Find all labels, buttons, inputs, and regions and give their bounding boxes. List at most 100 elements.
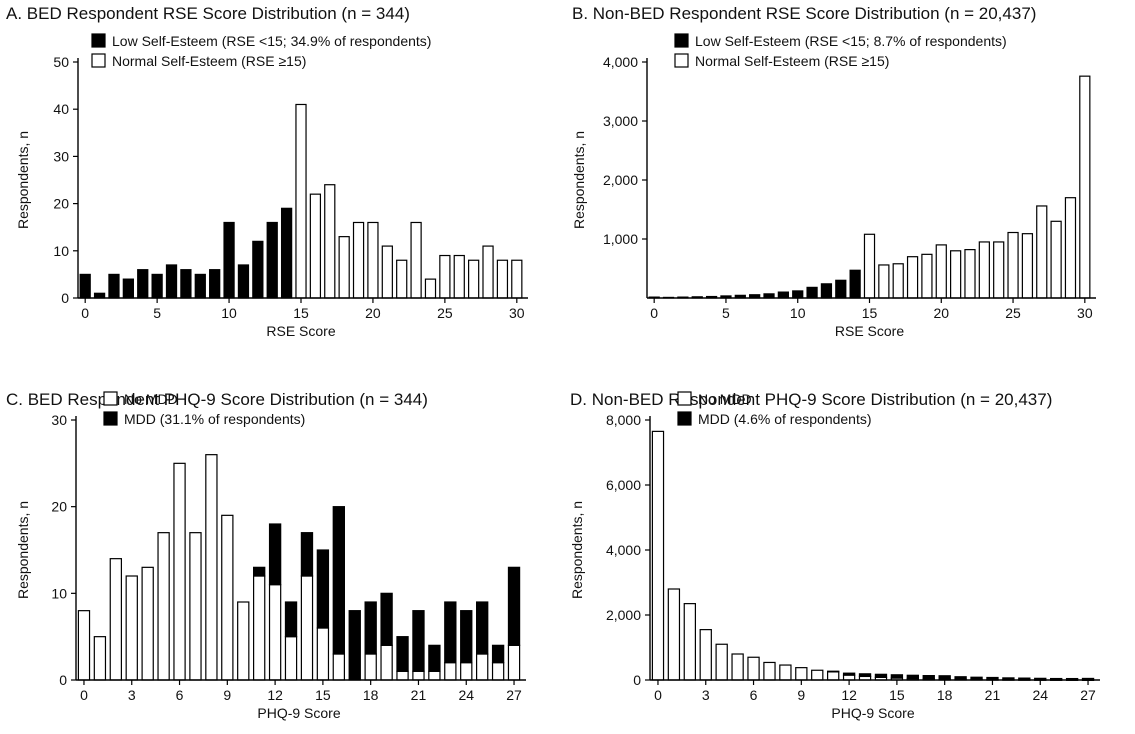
bar [424, 278, 437, 299]
y-tick-label: 30 [53, 148, 69, 164]
bar [460, 610, 473, 664]
panel-d: D. Non-BED Respondent PHQ-9 Score Distri… [569, 390, 1132, 730]
bar [237, 264, 250, 299]
y-tick-label: 0 [633, 672, 641, 688]
legend: No MDD MDD (4.6% of respondents) [677, 391, 872, 427]
bar [93, 292, 106, 299]
bar [715, 643, 728, 681]
bars [648, 75, 1091, 299]
legend-swatch [91, 53, 106, 68]
bar [906, 256, 919, 299]
y-tick-label: 2,000 [603, 172, 638, 188]
bar [922, 675, 935, 680]
bar [986, 676, 999, 681]
bar [921, 253, 933, 299]
bar [777, 291, 789, 299]
bar [874, 673, 888, 678]
legend-swatch [103, 391, 118, 406]
legend-swatch [677, 411, 692, 426]
bar [324, 184, 336, 299]
x-tick-label: 20 [933, 305, 949, 321]
legend-swatch [103, 411, 118, 426]
legend-label: MDD (4.6% of respondents) [698, 411, 872, 427]
bar [978, 241, 990, 299]
y-tick-label: 10 [53, 243, 69, 259]
bar [380, 644, 393, 681]
bar [316, 627, 330, 681]
bar [266, 221, 278, 299]
y-tick-label: 20 [53, 196, 69, 212]
bar [109, 558, 122, 681]
bar [300, 575, 314, 681]
y-tick-label: 30 [51, 412, 67, 428]
legend-label: No MDD [124, 391, 178, 407]
bar [964, 249, 976, 299]
chart-b-svg: 1,000 2,000 3,000 4,000 0 5 10 15 20 25 30 RSE Scor… [571, 33, 1096, 339]
bar [108, 273, 120, 299]
legend: No MDD MDD (31.1% of respondents) [103, 391, 305, 427]
bar [444, 662, 457, 681]
y-tick-label: 3,000 [603, 113, 638, 129]
bar [268, 584, 282, 681]
x-tick-label: 15 [862, 305, 878, 321]
bar [1079, 75, 1091, 299]
y-tick-label: 10 [51, 585, 67, 601]
y-tick-label: 40 [53, 101, 69, 117]
bar [280, 207, 293, 299]
y-tick-label: 2,000 [606, 607, 641, 623]
bar [221, 514, 234, 681]
bar [253, 575, 266, 681]
bar [779, 664, 792, 681]
legend: Low Self-Esteem (RSE <15; 34.9% of respo… [91, 33, 431, 69]
bar [950, 250, 962, 299]
x-tick-label: 0 [654, 687, 662, 703]
bar [165, 264, 178, 299]
x-tick-label: 0 [81, 305, 89, 321]
x-axis-label: PHQ-9 Score [257, 705, 340, 721]
x-tick-label: 27 [1080, 687, 1096, 703]
bar [412, 610, 425, 672]
bar [747, 656, 760, 681]
x-tick-label: 6 [176, 687, 184, 703]
x-axis-label: RSE Score [266, 323, 335, 339]
bar [316, 549, 330, 629]
bar [453, 254, 465, 299]
y-axis-label: Respondents, n [569, 501, 585, 599]
legend-swatch [674, 33, 689, 48]
y-tick-label: 0 [61, 290, 69, 306]
legend-swatch [91, 33, 106, 48]
bar [806, 286, 818, 299]
bar [348, 610, 361, 681]
bar [268, 523, 282, 586]
chart-c-svg: 0 10 20 30 0 3 6 9 12 15 18 21 24 27 PHQ-9 Score Respon… [15, 391, 526, 721]
legend-label: No MDD [698, 391, 752, 407]
chart-a-svg: 0 10 20 30 40 50 0 5 10 15 20 25 30 RSE Score Responde… [15, 33, 528, 339]
y-tick-label: 4,000 [603, 54, 638, 70]
bar [428, 644, 441, 672]
bar [842, 674, 856, 681]
bar [482, 245, 494, 299]
chart-title: B. Non-BED Respondent RSE Score Distribu… [572, 4, 1037, 23]
y-tick-label: 6,000 [606, 477, 641, 493]
bar [683, 603, 696, 681]
panel-b: B. Non-BED Respondent RSE Score Distribu… [571, 4, 1132, 344]
bar [827, 670, 840, 673]
bar [444, 601, 457, 664]
bar [364, 601, 377, 655]
bar [892, 263, 904, 299]
x-tick-label: 25 [437, 305, 453, 321]
bar [1007, 231, 1019, 299]
bar [970, 676, 983, 681]
bar [237, 601, 250, 681]
bar [511, 259, 523, 299]
legend-label: Low Self-Esteem (RSE <15; 34.9% of respo… [112, 33, 431, 49]
x-tick-label: 3 [702, 687, 710, 703]
bar [396, 259, 408, 299]
x-tick-label: 12 [267, 687, 283, 703]
bar [428, 670, 441, 681]
y-axis-label: Respondents, n [15, 501, 31, 599]
bar [1064, 197, 1077, 299]
bar [309, 193, 322, 299]
bar [352, 221, 365, 299]
x-tick-label: 9 [797, 687, 805, 703]
